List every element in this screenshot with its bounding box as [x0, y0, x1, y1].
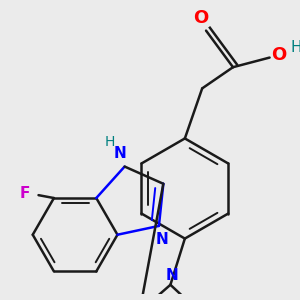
Text: F: F — [20, 186, 30, 201]
Text: O: O — [272, 46, 287, 64]
Text: N: N — [155, 232, 168, 247]
Text: H: H — [291, 40, 300, 56]
Text: H: H — [105, 134, 116, 148]
Text: N: N — [113, 146, 126, 160]
Text: N: N — [166, 268, 179, 283]
Text: O: O — [194, 9, 209, 27]
